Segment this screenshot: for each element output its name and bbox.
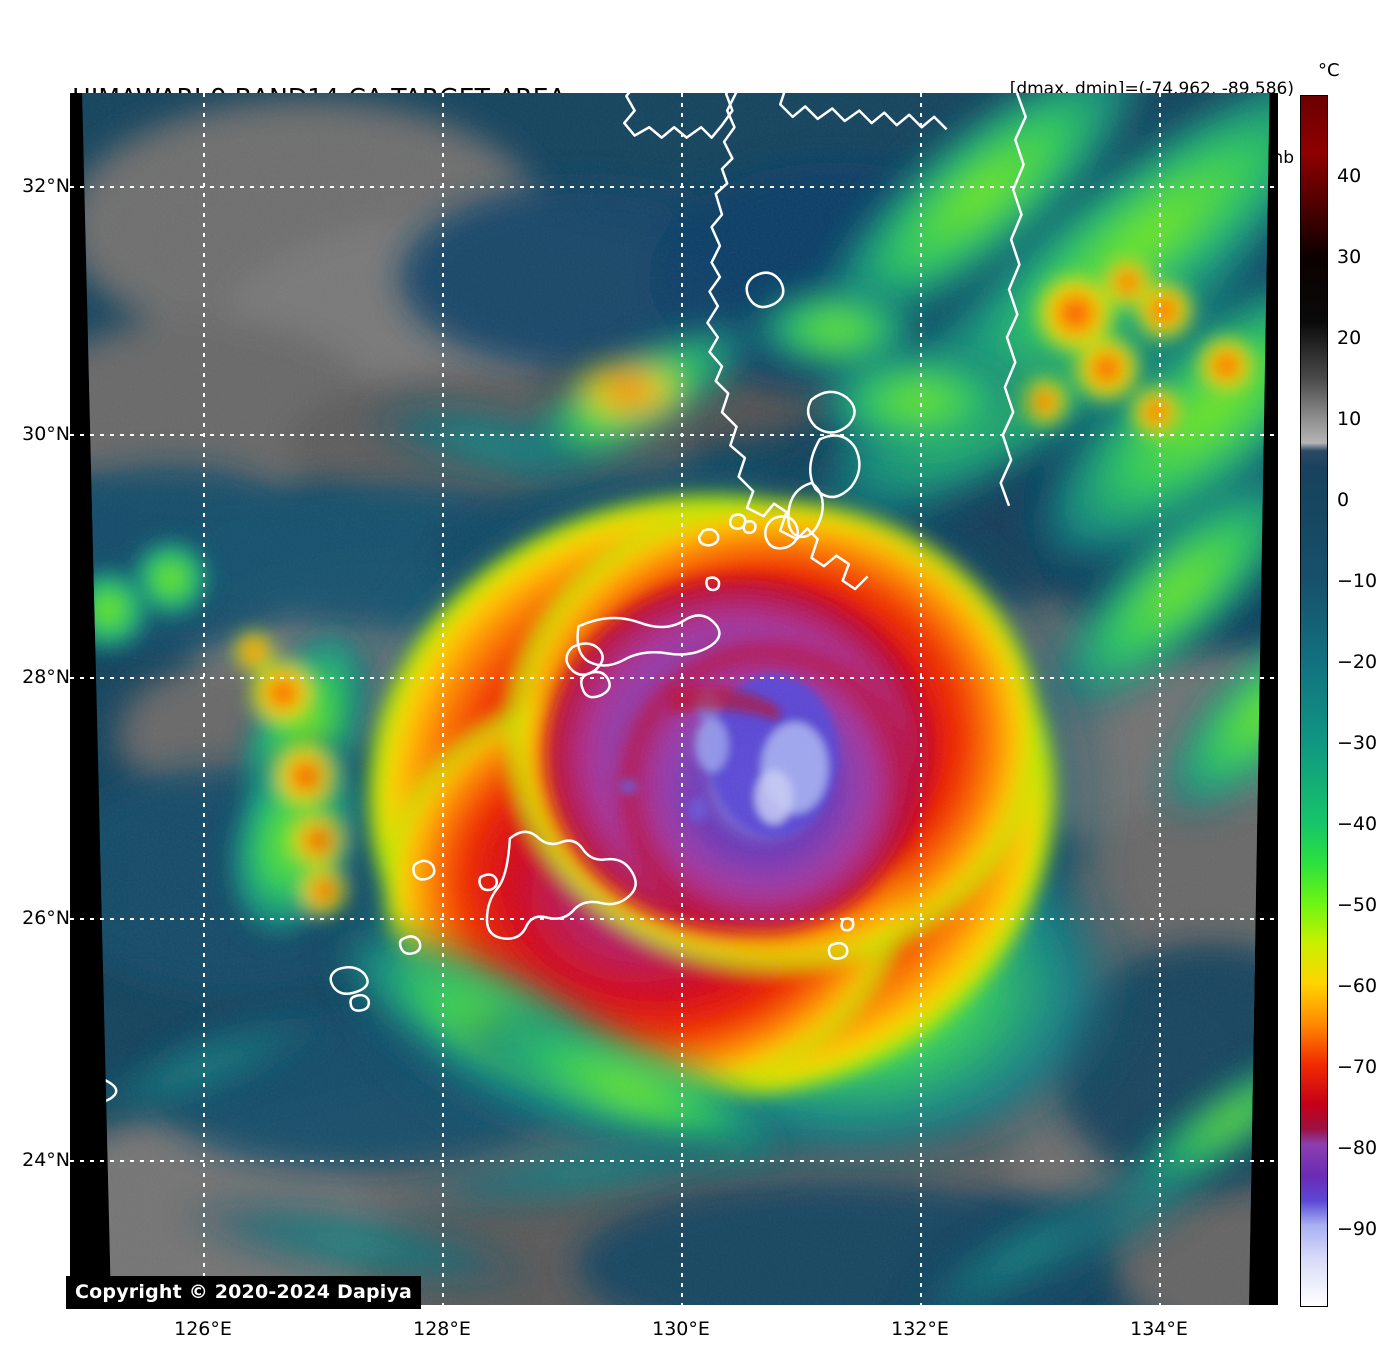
ytick-label-0: 32°N — [22, 175, 70, 197]
ytick-label-3: 26°N — [22, 907, 70, 929]
colorbar-tick-m30: −30 — [1337, 732, 1378, 754]
colorbar — [1300, 95, 1328, 1307]
colorbar-tick-10: 10 — [1337, 408, 1362, 430]
satellite-data-clip — [82, 93, 1270, 1305]
colorbar-tick-m20: −20 — [1337, 651, 1378, 673]
xtick-label-3: 132°E — [891, 1318, 949, 1340]
copyright-badge: Copyright © 2020-2024 Dapiya — [66, 1276, 422, 1309]
xtick-label-2: 130°E — [652, 1318, 710, 1340]
ytick-label-2: 28°N — [22, 666, 70, 688]
colorbar-tick-40: 40 — [1337, 165, 1362, 187]
colorbar-tick-m60: −60 — [1337, 975, 1378, 997]
colorbar-tick-m40: −40 — [1337, 813, 1378, 835]
colorbar-tick-0: 0 — [1337, 489, 1350, 511]
colorbar-unit-label: °C — [1318, 60, 1340, 81]
colorbar-tick-20: 20 — [1337, 327, 1362, 349]
colorbar-tick-m10: −10 — [1337, 570, 1378, 592]
ytick-label-1: 30°N — [22, 423, 70, 445]
colorbar-gradient — [1301, 96, 1327, 1306]
colorbar-tick-30: 30 — [1337, 246, 1362, 268]
ytick-label-4: 24°N — [22, 1149, 70, 1171]
colorbar-tick-m70: −70 — [1337, 1056, 1378, 1078]
xtick-label-0: 126°E — [174, 1318, 232, 1340]
satellite-imagery — [82, 93, 1270, 1305]
xtick-label-1: 128°E — [413, 1318, 471, 1340]
satellite-image-panel — [70, 93, 1278, 1305]
colorbar-tick-m50: −50 — [1337, 894, 1378, 916]
colorbar-tick-m80: −80 — [1337, 1137, 1378, 1159]
colorbar-tick-m90: −90 — [1337, 1218, 1378, 1240]
xtick-label-4: 134°E — [1130, 1318, 1188, 1340]
